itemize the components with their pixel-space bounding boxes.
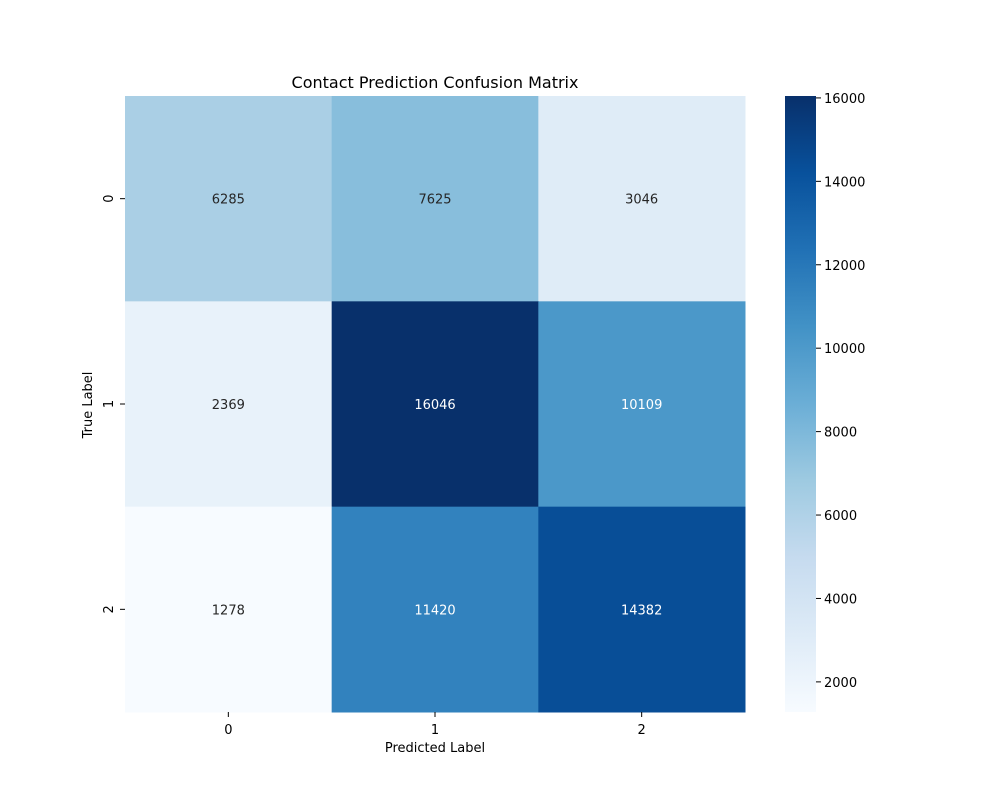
cell-value-label: 14382	[621, 603, 662, 618]
colorbar-tick-label: 4000	[824, 592, 857, 607]
heatmap-cells	[125, 96, 746, 713]
y-tick-label: 0	[102, 195, 117, 203]
colorbar-ticks: 2000 4000 6000 8000 10000 12000 14000 16000	[816, 92, 865, 691]
x-tick-label: 2	[638, 723, 646, 738]
colorbar-tick-label: 6000	[824, 509, 857, 524]
y-axis-label: True Label	[81, 372, 96, 440]
colorbar-tick-label: 2000	[824, 676, 857, 691]
cell-value-label: 6285	[212, 193, 245, 208]
colorbar	[785, 96, 816, 712]
y-tick-label: 1	[102, 400, 117, 408]
y-axis-ticks: 0 1 2	[102, 195, 125, 613]
heatmap-cell	[125, 506, 333, 713]
heatmap-cell-labels: 6285 7625 3046 2369 16046 10109 1278 11420 14382	[212, 193, 663, 619]
colorbar-tick-label: 14000	[824, 175, 865, 190]
x-axis-label: Predicted Label	[385, 741, 485, 756]
heatmap-cell	[331, 506, 539, 713]
cell-value-label: 10109	[621, 398, 662, 413]
heatmap-cell	[331, 301, 539, 508]
chart-title: Contact Prediction Confusion Matrix	[292, 73, 579, 92]
x-axis-ticks: 0 1 2	[224, 712, 646, 738]
cell-value-label: 2369	[212, 398, 245, 413]
cell-value-label: 1278	[212, 603, 245, 618]
heatmap-cell	[331, 96, 539, 302]
heatmap-cell	[125, 96, 333, 302]
heatmap-cell	[538, 301, 746, 508]
cell-value-label: 11420	[414, 603, 455, 618]
colorbar-tick-label: 8000	[824, 426, 857, 441]
cell-value-label: 7625	[418, 193, 451, 208]
colorbar-tick-label: 10000	[824, 342, 865, 357]
heatmap-cell	[125, 301, 333, 508]
colorbar-tick-label: 16000	[824, 92, 865, 107]
x-tick-label: 1	[431, 723, 439, 738]
cell-value-label: 16046	[414, 398, 455, 413]
y-tick-label: 2	[102, 605, 117, 613]
heatmap-cell	[538, 96, 746, 302]
x-tick-label: 0	[224, 723, 232, 738]
colorbar-tick-label: 12000	[824, 259, 865, 274]
cell-value-label: 3046	[625, 193, 658, 208]
heatmap-cell	[538, 506, 746, 713]
